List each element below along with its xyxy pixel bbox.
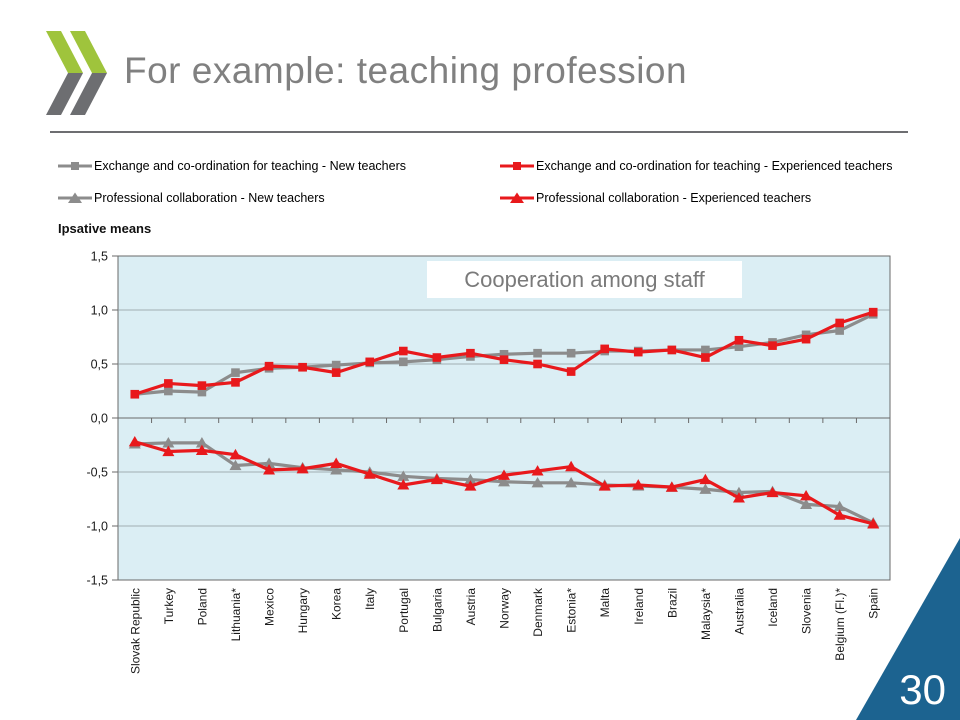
svg-text:-1,5: -1,5 xyxy=(86,574,108,588)
svg-text:Poland: Poland xyxy=(195,588,209,625)
red-square-marker-icon xyxy=(500,161,534,170)
legend-item-collaboration-experienced: Professional collaboration - Experienced… xyxy=(499,188,892,207)
legend-label: Professional collaboration - New teacher… xyxy=(94,190,325,205)
svg-text:Bulgaria: Bulgaria xyxy=(430,588,444,632)
svg-text:-0,5: -0,5 xyxy=(86,466,108,480)
svg-text:Lithuania*: Lithuania* xyxy=(229,588,243,642)
svg-text:Ireland: Ireland xyxy=(632,588,646,625)
svg-text:Estonia*: Estonia* xyxy=(565,588,579,633)
chart-legend: Exchange and co-ordination for teaching … xyxy=(57,156,892,207)
svg-text:Korea: Korea xyxy=(330,588,344,620)
svg-text:Brazil: Brazil xyxy=(665,588,679,618)
legend-label: Professional collaboration - Experienced… xyxy=(536,190,812,205)
svg-text:Australia: Australia xyxy=(732,588,746,635)
legend-label: Exchange and co-ordination for teaching … xyxy=(536,158,893,173)
svg-text:Slovenia: Slovenia xyxy=(800,588,814,634)
gray-square-marker-icon xyxy=(58,161,92,170)
red-triangle-marker-icon xyxy=(500,192,534,203)
page-number: 30 xyxy=(899,666,946,713)
gray-triangle-marker-icon xyxy=(58,192,92,203)
svg-text:Belgium (Fl.)*: Belgium (Fl.)* xyxy=(833,588,847,661)
svg-text:Malta: Malta xyxy=(598,588,612,618)
svg-text:-1,0: -1,0 xyxy=(86,520,108,534)
svg-text:Turkey: Turkey xyxy=(162,588,176,624)
legend-item-exchange-new: Exchange and co-ordination for teaching … xyxy=(57,156,495,175)
title-divider xyxy=(50,131,908,133)
svg-text:Norway: Norway xyxy=(498,588,512,629)
svg-text:Denmark: Denmark xyxy=(531,587,545,637)
slide-title: For example: teaching profession xyxy=(124,50,688,91)
svg-text:0,0: 0,0 xyxy=(91,412,108,426)
legend-item-collaboration-new: Professional collaboration - New teacher… xyxy=(57,188,495,207)
svg-text:Iceland: Iceland xyxy=(766,588,780,627)
legend-item-exchange-experienced: Exchange and co-ordination for teaching … xyxy=(499,156,892,175)
chart-title-text: Cooperation among staff xyxy=(464,266,705,292)
chart-title-overlay: Cooperation among staff xyxy=(427,261,742,298)
svg-text:1,5: 1,5 xyxy=(91,250,108,264)
svg-text:Malaysia*: Malaysia* xyxy=(699,588,713,640)
legend-label: Exchange and co-ordination for teaching … xyxy=(94,158,406,173)
svg-text:Mexico: Mexico xyxy=(263,588,277,626)
svg-text:0,5: 0,5 xyxy=(91,358,108,372)
svg-text:1,0: 1,0 xyxy=(91,304,108,318)
svg-text:Portugal: Portugal xyxy=(397,588,411,633)
svg-text:Italy: Italy xyxy=(363,588,377,610)
y-axis-title: Ipsative means xyxy=(58,221,152,236)
svg-text:Slovak Republic: Slovak Republic xyxy=(128,588,142,674)
svg-text:Spain: Spain xyxy=(867,588,881,619)
line-chart: 1,5 1,0 0,5 0,0 -0,5 -1,0 -1,5 Slovak Republic T… xyxy=(86,250,891,674)
svg-text:Hungary: Hungary xyxy=(296,588,310,633)
chevrons-logo-icon xyxy=(46,31,107,115)
svg-text:Austria: Austria xyxy=(464,588,478,626)
